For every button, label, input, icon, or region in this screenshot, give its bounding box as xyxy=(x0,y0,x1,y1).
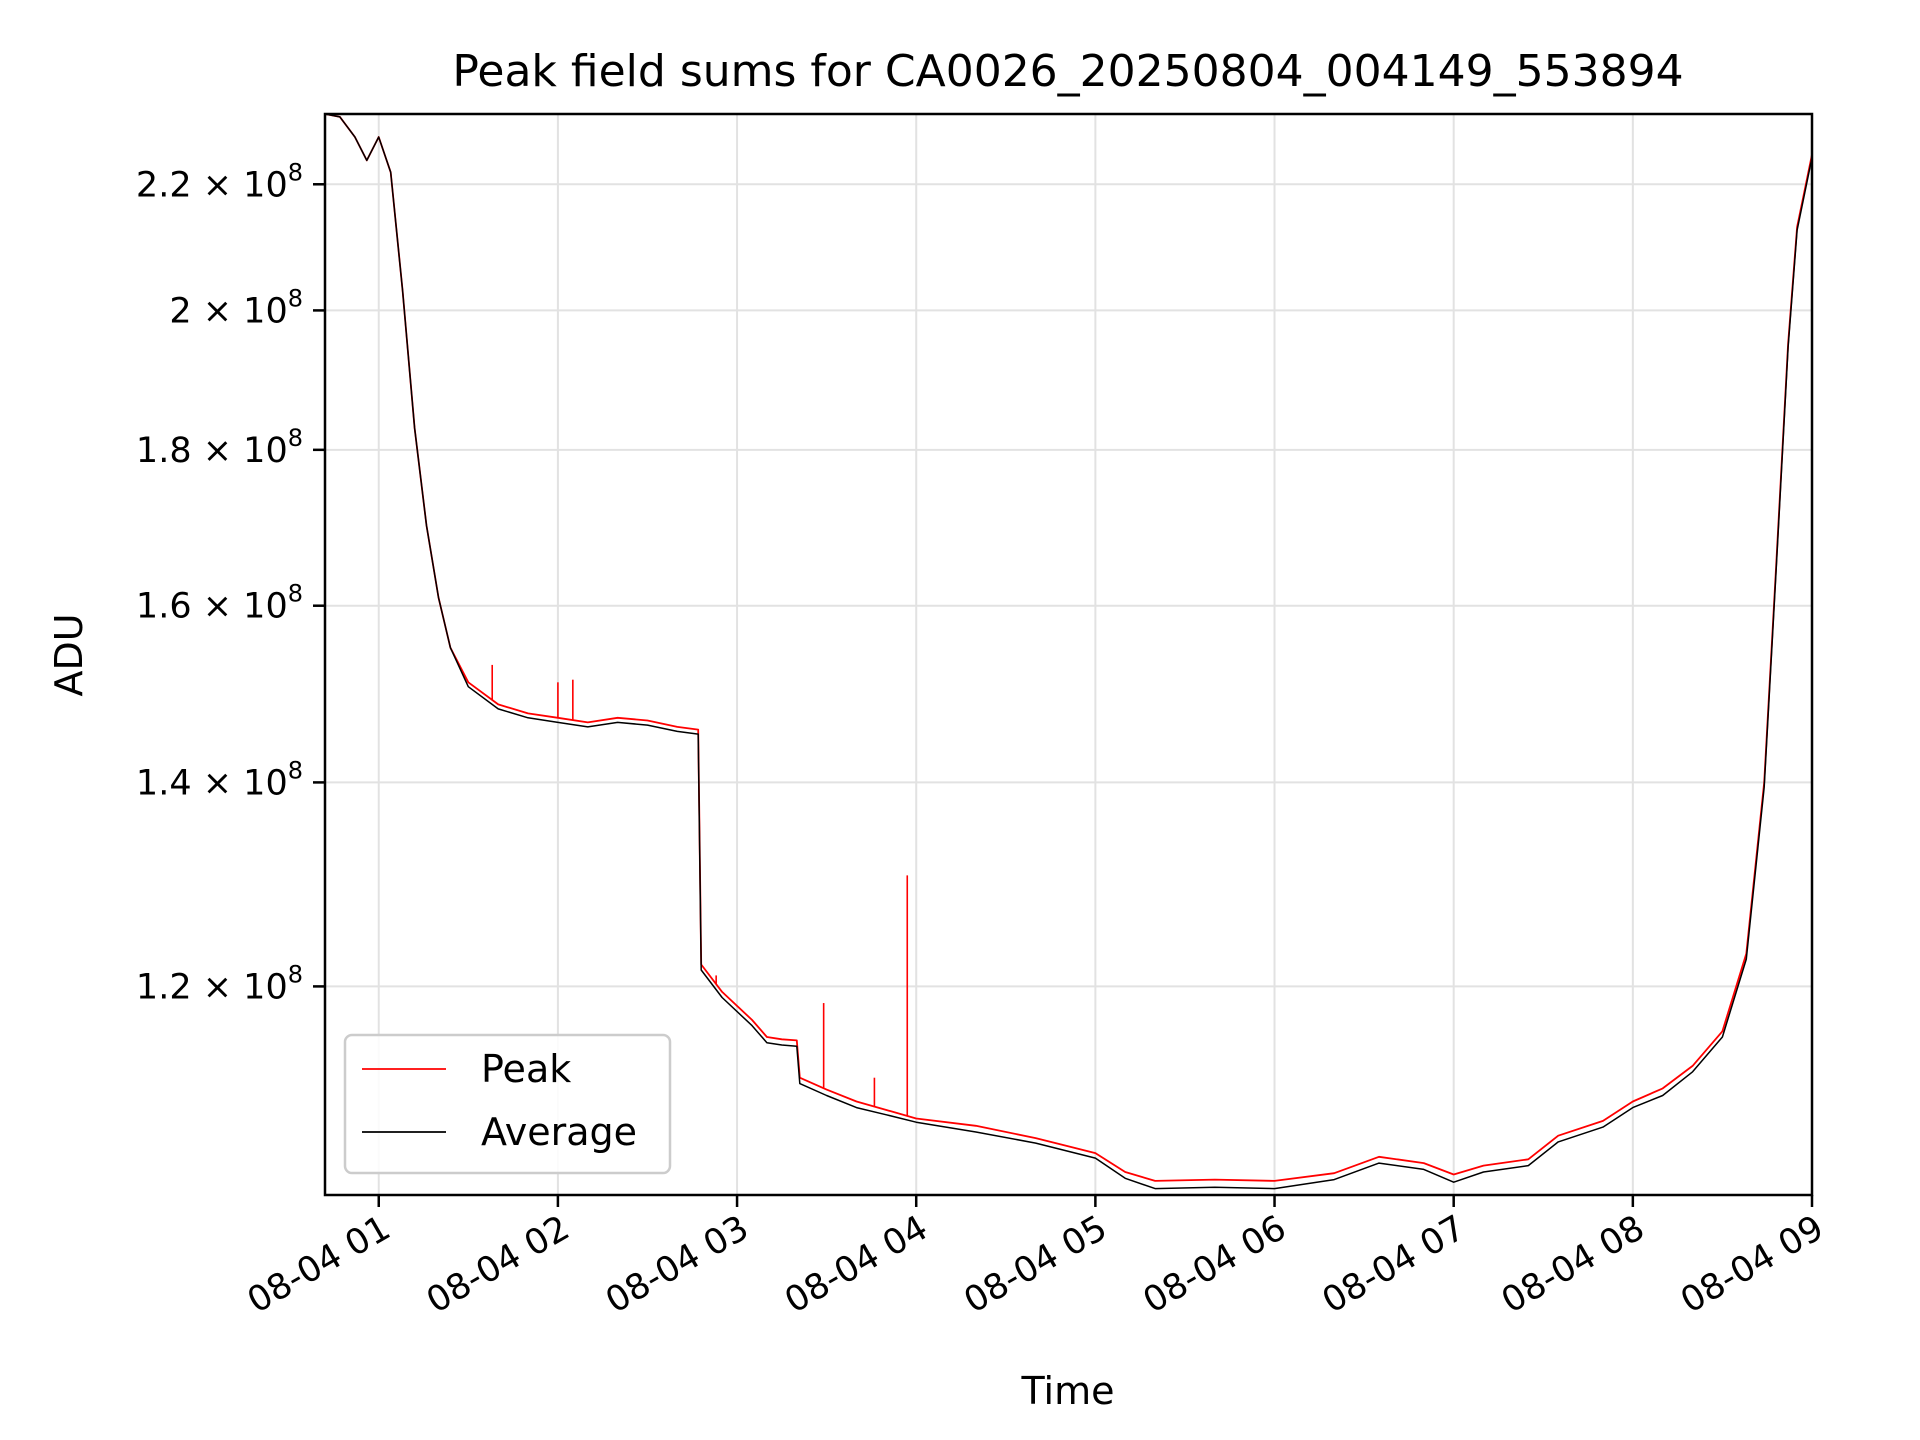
y-tick-exponent: 8 xyxy=(288,580,303,608)
x-tick-label: 08-04 05 xyxy=(958,1208,1114,1321)
y-tick-label: 1.4 × 108 xyxy=(136,756,303,803)
y-tick-mantissa: 2 xyxy=(169,291,191,331)
series-line-peak xyxy=(325,114,1812,1182)
y-tick-exponent: 8 xyxy=(288,756,303,784)
x-tick-label: 08-04 01 xyxy=(241,1208,397,1321)
y-tick-mantissa: 1.8 xyxy=(136,431,192,471)
y-tick-mantissa: 1.4 xyxy=(136,763,192,803)
y-tick-mantissa: 1.6 xyxy=(136,587,192,627)
y-tick-label: 1.6 × 108 xyxy=(136,580,303,627)
legend-label-average: Average xyxy=(481,1110,637,1154)
chart-title: Peak field sums for CA0026_20250804_0041… xyxy=(452,46,1683,97)
plot-frame xyxy=(323,112,1814,1197)
series-line-average xyxy=(325,114,1812,1190)
x-tick-label: 08-04 04 xyxy=(778,1208,934,1321)
y-tick-exponent: 8 xyxy=(288,284,303,312)
x-tick-label: 08-04 03 xyxy=(599,1208,755,1321)
y-tick-exponent: 8 xyxy=(288,158,303,186)
y-tick-exponent: 8 xyxy=(288,960,303,988)
x-axis-label: Time xyxy=(1021,1369,1115,1413)
x-tick-label: 08-04 08 xyxy=(1495,1208,1651,1321)
x-tick-label: 08-04 02 xyxy=(420,1208,576,1321)
y-tick-label: 2.2 × 108 xyxy=(136,158,303,205)
y-tick-mantissa: 1.2 xyxy=(136,967,192,1007)
grid xyxy=(325,114,1813,1195)
x-tick-label: 08-04 09 xyxy=(1674,1208,1830,1321)
y-tick-label: 1.8 × 108 xyxy=(136,424,303,471)
x-tick-label: 08-04 07 xyxy=(1316,1208,1472,1321)
y-tick-label: 2 × 108 xyxy=(169,284,303,331)
y-tick-mantissa: 2.2 xyxy=(136,165,192,205)
legend-label-peak: Peak xyxy=(481,1047,571,1091)
y-tick-label: 1.2 × 108 xyxy=(136,960,303,1007)
y-tick-exponent: 8 xyxy=(288,424,303,452)
x-tick-label: 08-04 06 xyxy=(1137,1208,1293,1321)
series-layer xyxy=(325,114,1812,1190)
legend: Peak Average xyxy=(343,1033,672,1175)
y-axis-label: ADU xyxy=(47,613,91,696)
